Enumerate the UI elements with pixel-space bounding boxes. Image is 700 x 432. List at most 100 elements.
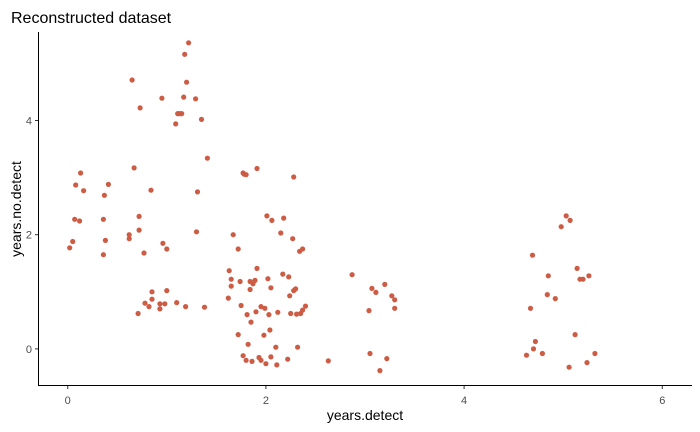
data-point — [225, 295, 231, 301]
data-point — [566, 364, 572, 370]
data-point — [164, 246, 170, 252]
points-layer — [67, 40, 598, 374]
data-point — [100, 252, 106, 258]
data-point — [228, 283, 234, 289]
data-point — [244, 312, 250, 318]
data-point — [527, 305, 534, 311]
data-point — [126, 232, 132, 238]
data-point — [78, 170, 84, 176]
data-point — [81, 188, 87, 194]
data-point — [243, 172, 249, 178]
data-point — [238, 302, 244, 309]
data-point — [135, 310, 141, 317]
data-point — [373, 289, 379, 295]
data-point — [164, 288, 170, 294]
data-point — [184, 79, 190, 85]
data-point — [100, 216, 106, 222]
data-point — [268, 285, 274, 291]
data-point — [281, 215, 287, 221]
data-point — [148, 187, 154, 193]
data-point — [126, 236, 132, 242]
data-point — [262, 305, 268, 311]
data-point — [186, 40, 192, 46]
data-point — [249, 358, 255, 364]
data-point — [77, 218, 83, 224]
data-point — [275, 309, 281, 315]
data-point — [73, 182, 79, 188]
data-point — [226, 268, 232, 274]
data-point — [72, 216, 78, 222]
data-point — [198, 116, 205, 122]
data-point — [265, 276, 271, 282]
data-point — [254, 265, 260, 271]
data-point — [243, 357, 249, 363]
data-point — [288, 310, 294, 317]
data-point — [136, 213, 142, 219]
data-point — [179, 111, 185, 117]
data-point — [384, 356, 390, 362]
data-point — [300, 246, 306, 252]
data-point — [261, 332, 267, 338]
x-tick-label: 2 — [263, 395, 269, 407]
data-point — [592, 350, 598, 357]
data-point — [294, 311, 300, 317]
data-point — [136, 227, 142, 233]
data-point — [544, 292, 550, 298]
data-point — [194, 189, 201, 195]
data-point — [529, 252, 536, 258]
data-point — [67, 245, 73, 251]
x-tick-label: 0 — [65, 395, 71, 407]
data-point — [287, 293, 293, 299]
data-point — [149, 296, 155, 302]
data-point — [574, 265, 580, 271]
data-point — [377, 368, 383, 374]
data-point — [264, 213, 270, 219]
data-point — [539, 350, 546, 357]
data-point — [269, 217, 275, 223]
data-point — [584, 360, 590, 366]
data-point — [105, 181, 111, 187]
data-point — [228, 276, 234, 282]
data-point — [142, 300, 148, 306]
data-point — [146, 304, 152, 310]
data-point — [530, 346, 537, 352]
data-point — [253, 309, 259, 315]
data-point — [572, 332, 578, 338]
data-point — [286, 274, 292, 280]
data-point — [369, 285, 375, 291]
data-point — [254, 165, 260, 172]
data-point — [325, 358, 331, 364]
data-point — [129, 77, 135, 83]
data-point — [248, 319, 254, 325]
data-point — [137, 105, 143, 111]
data-point — [349, 272, 355, 278]
x-axis-title: years.detect — [327, 407, 403, 423]
data-point — [552, 296, 558, 302]
data-point — [523, 352, 530, 358]
data-point — [392, 305, 398, 311]
data-point — [266, 312, 272, 318]
ticks-layer: 0 2 4 6 0 2 4 — [26, 116, 665, 408]
data-point — [392, 297, 398, 303]
data-point — [183, 304, 189, 310]
data-point — [258, 304, 264, 310]
data-point — [280, 271, 286, 277]
data-point — [302, 303, 309, 309]
data-point — [274, 362, 280, 368]
data-point — [193, 229, 200, 235]
data-point — [273, 344, 279, 350]
data-point — [545, 273, 551, 279]
data-point — [278, 230, 284, 236]
data-point — [141, 250, 147, 256]
data-point — [204, 155, 210, 161]
data-point — [300, 307, 306, 313]
data-point — [235, 246, 241, 252]
data-point — [567, 217, 573, 223]
data-point — [173, 121, 179, 127]
data-point — [267, 327, 273, 333]
data-point — [382, 281, 388, 287]
data-point — [247, 286, 253, 293]
data-point — [201, 304, 208, 310]
data-point — [157, 301, 163, 307]
